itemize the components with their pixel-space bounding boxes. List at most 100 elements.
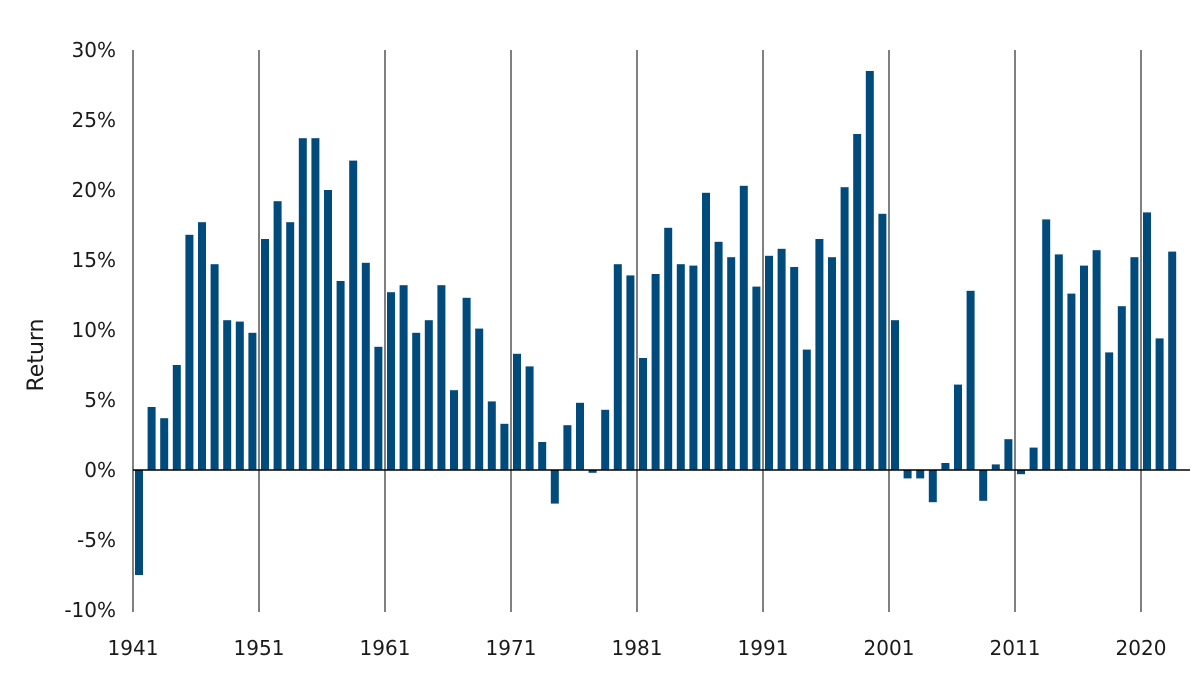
bar-2019 — [1117, 306, 1126, 470]
bar-2014 — [1054, 254, 1063, 470]
y-axis-label: Return — [24, 318, 49, 391]
bar-2003 — [916, 470, 925, 479]
bar-1992 — [777, 248, 786, 470]
x-tick-label: 1951 — [234, 636, 285, 660]
bar-1982 — [651, 274, 660, 470]
bar-2011 — [1017, 470, 1025, 475]
y-tick-label: 30% — [72, 38, 116, 62]
bar-1963 — [412, 332, 421, 470]
bar-1970 — [500, 423, 509, 470]
bar-2012 — [1029, 447, 1038, 470]
bar-1989 — [739, 185, 748, 471]
x-axis-ticks: 1941 1951 1961 1971 1981 1991 2001 2011 2020 — [108, 636, 1167, 660]
bar-2015 — [1067, 293, 1076, 470]
decade-gridlines — [132, 50, 1142, 612]
bar-2005 — [941, 463, 950, 470]
bar-2023 — [1168, 251, 1177, 470]
bar-1999 — [865, 71, 874, 470]
bar-1959 — [361, 262, 370, 470]
x-tick-label: 2001 — [864, 636, 915, 660]
y-tick-label: 15% — [72, 248, 116, 272]
y-tick-label: -5% — [77, 528, 116, 552]
bar-1996 — [828, 257, 836, 470]
bar-2017 — [1092, 250, 1101, 470]
bar-1971 — [513, 353, 521, 470]
bar-1942 — [147, 407, 156, 470]
bar-1965 — [437, 285, 446, 470]
bar-1962 — [399, 285, 408, 470]
bar-1945 — [185, 234, 194, 470]
bar-1974 — [550, 470, 559, 504]
y-tick-label: 20% — [72, 178, 116, 202]
bar-series — [135, 71, 1177, 575]
bar-1954 — [298, 138, 307, 470]
bar-1947 — [210, 264, 219, 470]
bar-2004 — [928, 470, 937, 503]
y-tick-label: 10% — [72, 318, 116, 342]
bar-1946 — [198, 222, 206, 470]
y-tick-label: 25% — [72, 108, 116, 132]
bar-1968 — [475, 328, 484, 470]
bar-1981 — [639, 358, 647, 470]
bar-1972 — [525, 366, 534, 470]
bar-1943 — [160, 418, 169, 470]
bar-1957 — [336, 281, 345, 470]
bar-1969 — [487, 401, 496, 470]
bar-1985 — [689, 265, 698, 470]
bar-2009 — [991, 464, 1000, 470]
bar-2013 — [1042, 219, 1051, 470]
bar-2018 — [1105, 352, 1114, 470]
bar-1976 — [576, 402, 584, 470]
bar-2002 — [903, 470, 912, 479]
bar-2000 — [878, 213, 887, 471]
bar-2006 — [954, 384, 962, 470]
x-tick-label: 1941 — [108, 636, 159, 660]
bar-1952 — [273, 201, 282, 470]
bar-1998 — [853, 134, 862, 470]
bar-1997 — [840, 187, 849, 470]
bar-1986 — [702, 192, 710, 471]
x-tick-label: 2011 — [990, 636, 1041, 660]
bar-1958 — [349, 160, 358, 470]
y-tick-label: 5% — [84, 388, 116, 412]
bar-1949 — [235, 321, 244, 470]
bar-1979 — [613, 264, 622, 470]
bar-1944 — [172, 365, 181, 470]
bar-1993 — [790, 267, 799, 470]
bar-2021 — [1143, 212, 1151, 470]
bar-1961 — [387, 292, 395, 470]
bar-2022 — [1155, 338, 1164, 470]
bar-1994 — [802, 349, 811, 470]
bar-1978 — [601, 409, 610, 470]
bar-1951 — [261, 239, 269, 470]
bar-1991 — [765, 255, 773, 470]
bar-1953 — [286, 222, 295, 470]
bar-1977 — [588, 470, 597, 473]
bar-1964 — [424, 320, 433, 470]
bar-1948 — [223, 320, 232, 470]
bar-1990 — [752, 286, 761, 470]
bar-2007 — [966, 290, 975, 470]
bar-1975 — [563, 425, 572, 470]
x-tick-label: 1961 — [360, 636, 411, 660]
bar-2016 — [1080, 265, 1088, 470]
bar-1950 — [248, 332, 257, 470]
y-tick-label: -10% — [64, 598, 116, 622]
bar-1955 — [311, 138, 320, 470]
bar-1984 — [676, 264, 685, 470]
bar-1967 — [462, 297, 471, 470]
y-axis-ticks: 30% 25% 20% 15% 10% 5% 0% -5% -10% — [64, 38, 116, 622]
bar-2020 — [1130, 257, 1139, 470]
x-tick-label: 2020 — [1116, 636, 1167, 660]
bar-2001 — [891, 320, 899, 470]
x-tick-label: 1991 — [738, 636, 789, 660]
bar-1995 — [815, 239, 824, 470]
bar-1941 — [135, 470, 143, 575]
bar-1966 — [450, 390, 458, 470]
bar-1987 — [714, 241, 723, 470]
x-tick-label: 1971 — [486, 636, 537, 660]
bar-1980 — [626, 275, 635, 470]
bar-2008 — [979, 470, 988, 501]
bar-2010 — [1004, 439, 1013, 470]
